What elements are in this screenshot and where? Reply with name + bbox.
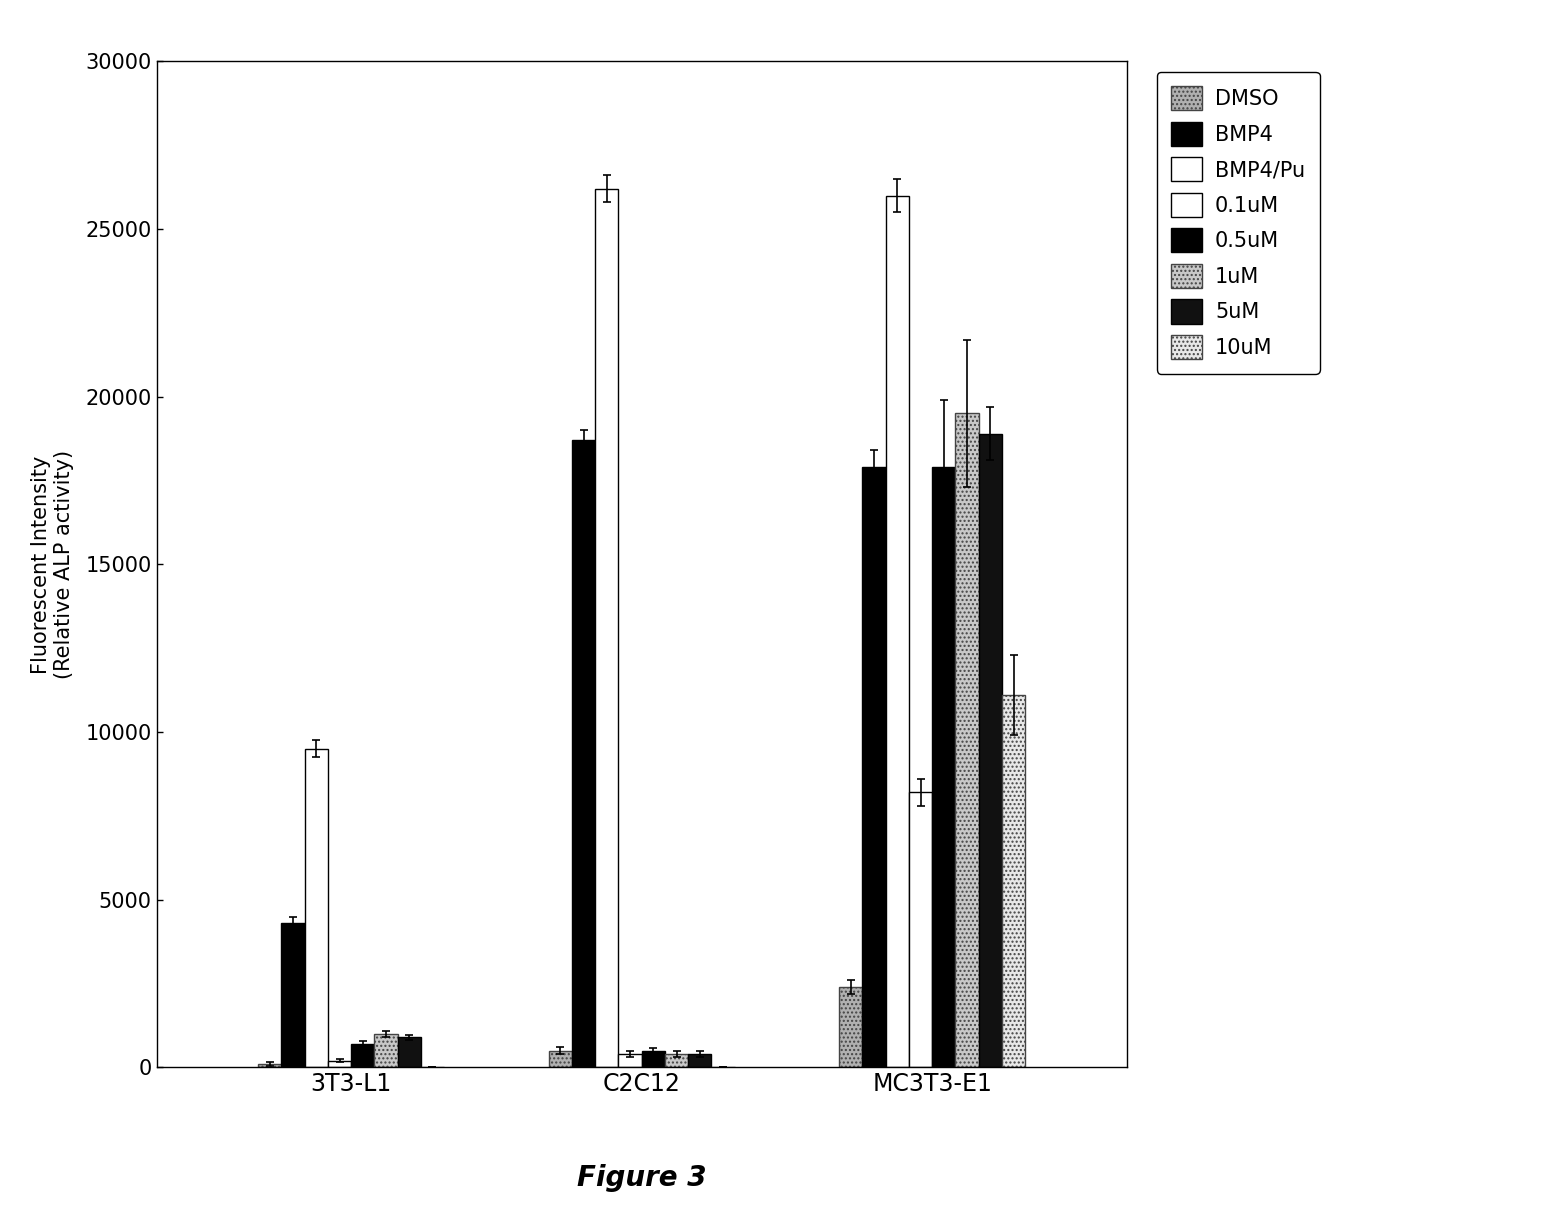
Bar (933, 467, 955, 1067)
Bar (689, 1054, 712, 1067)
Bar (329, 1061, 351, 1067)
Bar (978, 433, 1002, 1067)
Bar (282, 923, 305, 1067)
Bar (258, 1064, 282, 1067)
Bar (839, 987, 862, 1067)
Bar (642, 1050, 665, 1067)
Bar (886, 195, 909, 1067)
Bar (665, 1054, 689, 1067)
Y-axis label: Fluorescent Intensity
(Relative ALP activity): Fluorescent Intensity (Relative ALP acti… (31, 450, 74, 679)
Bar (549, 1050, 571, 1067)
Bar (351, 1044, 374, 1067)
Bar (374, 1034, 398, 1067)
Bar (618, 1054, 642, 1067)
Bar (955, 413, 978, 1067)
Bar (862, 467, 886, 1067)
Bar (398, 1037, 421, 1067)
Bar (1002, 696, 1025, 1067)
Text: Figure 3: Figure 3 (577, 1164, 706, 1191)
Legend: DMSO, BMP4, BMP4/Pu, 0.1uM, 0.5uM, 1uM, 5uM, 10uM: DMSO, BMP4, BMP4/Pu, 0.1uM, 0.5uM, 1uM, … (1157, 71, 1319, 374)
Bar (305, 748, 329, 1067)
Bar (595, 189, 618, 1067)
Bar (571, 440, 595, 1067)
Bar (909, 793, 933, 1067)
